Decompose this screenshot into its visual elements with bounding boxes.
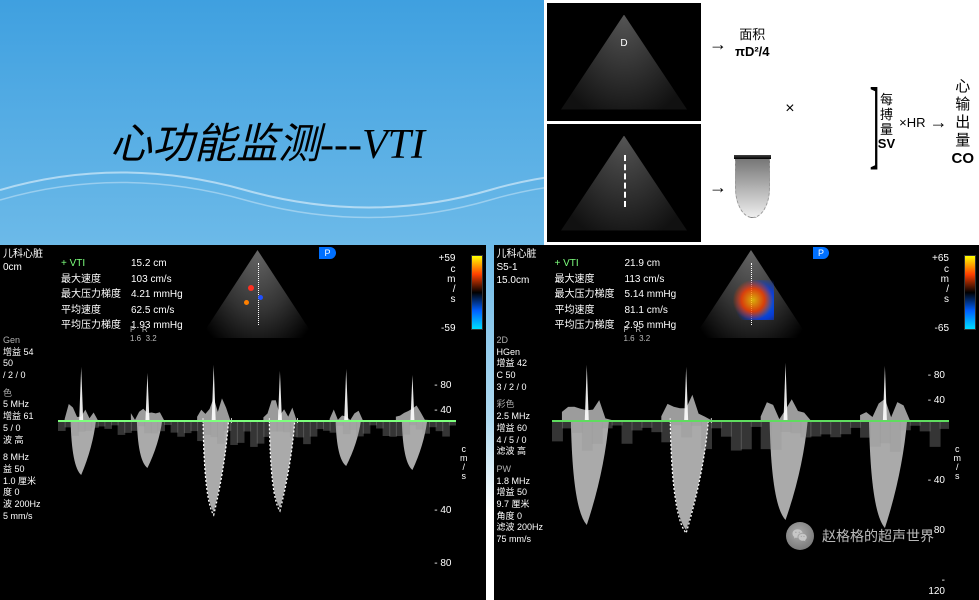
mini-2d-view xyxy=(200,250,315,338)
baseline xyxy=(552,420,950,422)
y-tick: - 80 xyxy=(923,370,945,381)
y-tick: - 80 xyxy=(430,558,452,569)
color-scale-bar xyxy=(964,255,976,330)
velocity-scale: +65c m / s-65 xyxy=(932,253,949,335)
formula-panel: D → 面积 πD²/4 × → ] 每搏量 SV xyxy=(544,0,979,245)
velocity-scale: +59c m / s-59 xyxy=(439,253,456,335)
y-tick: - 40 xyxy=(430,505,452,516)
doppler-spectrum: ++++- 80- 40- 40- 80 xyxy=(58,345,456,595)
watermark-text: 赵格格的超声世界 xyxy=(822,526,934,546)
arrow-icon: → xyxy=(709,34,727,55)
y-tick: - 40 xyxy=(430,405,452,416)
slide: 心功能监测---VTI D → 面积 πD²/4 × → xyxy=(0,0,979,600)
mini-2d-view xyxy=(694,250,809,338)
vti-measurements: + VTI21.9 cm最大速度113 cm/s最大压力梯度5.14 mmHg平… xyxy=(549,255,683,335)
doppler-spectrum: ++- 80- 40- 40- 80- 120 xyxy=(552,345,950,595)
y-tick: - 40 xyxy=(923,475,945,486)
probe-info: 儿科心脏S5-115.0cm xyxy=(497,248,537,287)
sv-label: 每搏量 SV xyxy=(878,93,895,153)
wechat-icon xyxy=(786,522,814,550)
p-badge: P xyxy=(813,247,829,259)
arrow-icon: → xyxy=(709,177,727,198)
ultrasound-thumbnails: D xyxy=(544,0,704,245)
velocity-unit: cm/s xyxy=(460,445,468,481)
slide-title: 心功能监测---VTI xyxy=(110,110,425,171)
hr-multiply: ×HR xyxy=(899,115,925,130)
area-value: πD²/4 xyxy=(735,44,770,61)
vti-measurements: + VTI15.2 cm最大速度103 cm/s最大压力梯度4.21 mmHg平… xyxy=(55,255,189,335)
baseline xyxy=(58,420,456,422)
multiply-sign: × xyxy=(727,100,853,118)
area-formula: 面积 πD²/4 xyxy=(735,27,770,61)
scan-parameters: 2DHGen增益 42C 503 / 2 / 0彩色2.5 MHz增益 604 … xyxy=(497,335,544,552)
scan-parameters: Gen增益 5450/ 2 / 0色5 MHz增益 615 / 0波 高8 MH… xyxy=(3,335,41,528)
y-tick: - 80 xyxy=(430,380,452,391)
watermark: 赵格格的超声世界 xyxy=(786,522,934,550)
co-label: 心输出量 CO xyxy=(952,78,975,168)
color-scale-bar xyxy=(471,255,483,330)
arrow-icon: → xyxy=(930,112,948,133)
bracket-icon: ] xyxy=(869,93,879,153)
d-label: D xyxy=(620,38,627,49)
velocity-unit: cm/s xyxy=(954,445,962,481)
doppler-panel-left: 儿科心脏0cm P + VTI15.2 cm最大速度103 cm/s最大压力梯度4.… xyxy=(0,245,486,600)
lvot-diameter-thumb: D xyxy=(547,3,701,121)
area-label: 面积 xyxy=(735,27,770,44)
pr-values: P R 1.6 3.2 xyxy=(130,325,157,343)
vti-envelope-icon xyxy=(735,158,770,218)
p-badge: P xyxy=(319,247,335,259)
y-tick: - 40 xyxy=(923,395,945,406)
y-tick: - 120 xyxy=(923,575,945,597)
probe-info: 儿科心脏0cm xyxy=(3,248,43,274)
pr-values: P R 1.6 3.2 xyxy=(624,325,651,343)
apical-view-thumb xyxy=(547,124,701,242)
